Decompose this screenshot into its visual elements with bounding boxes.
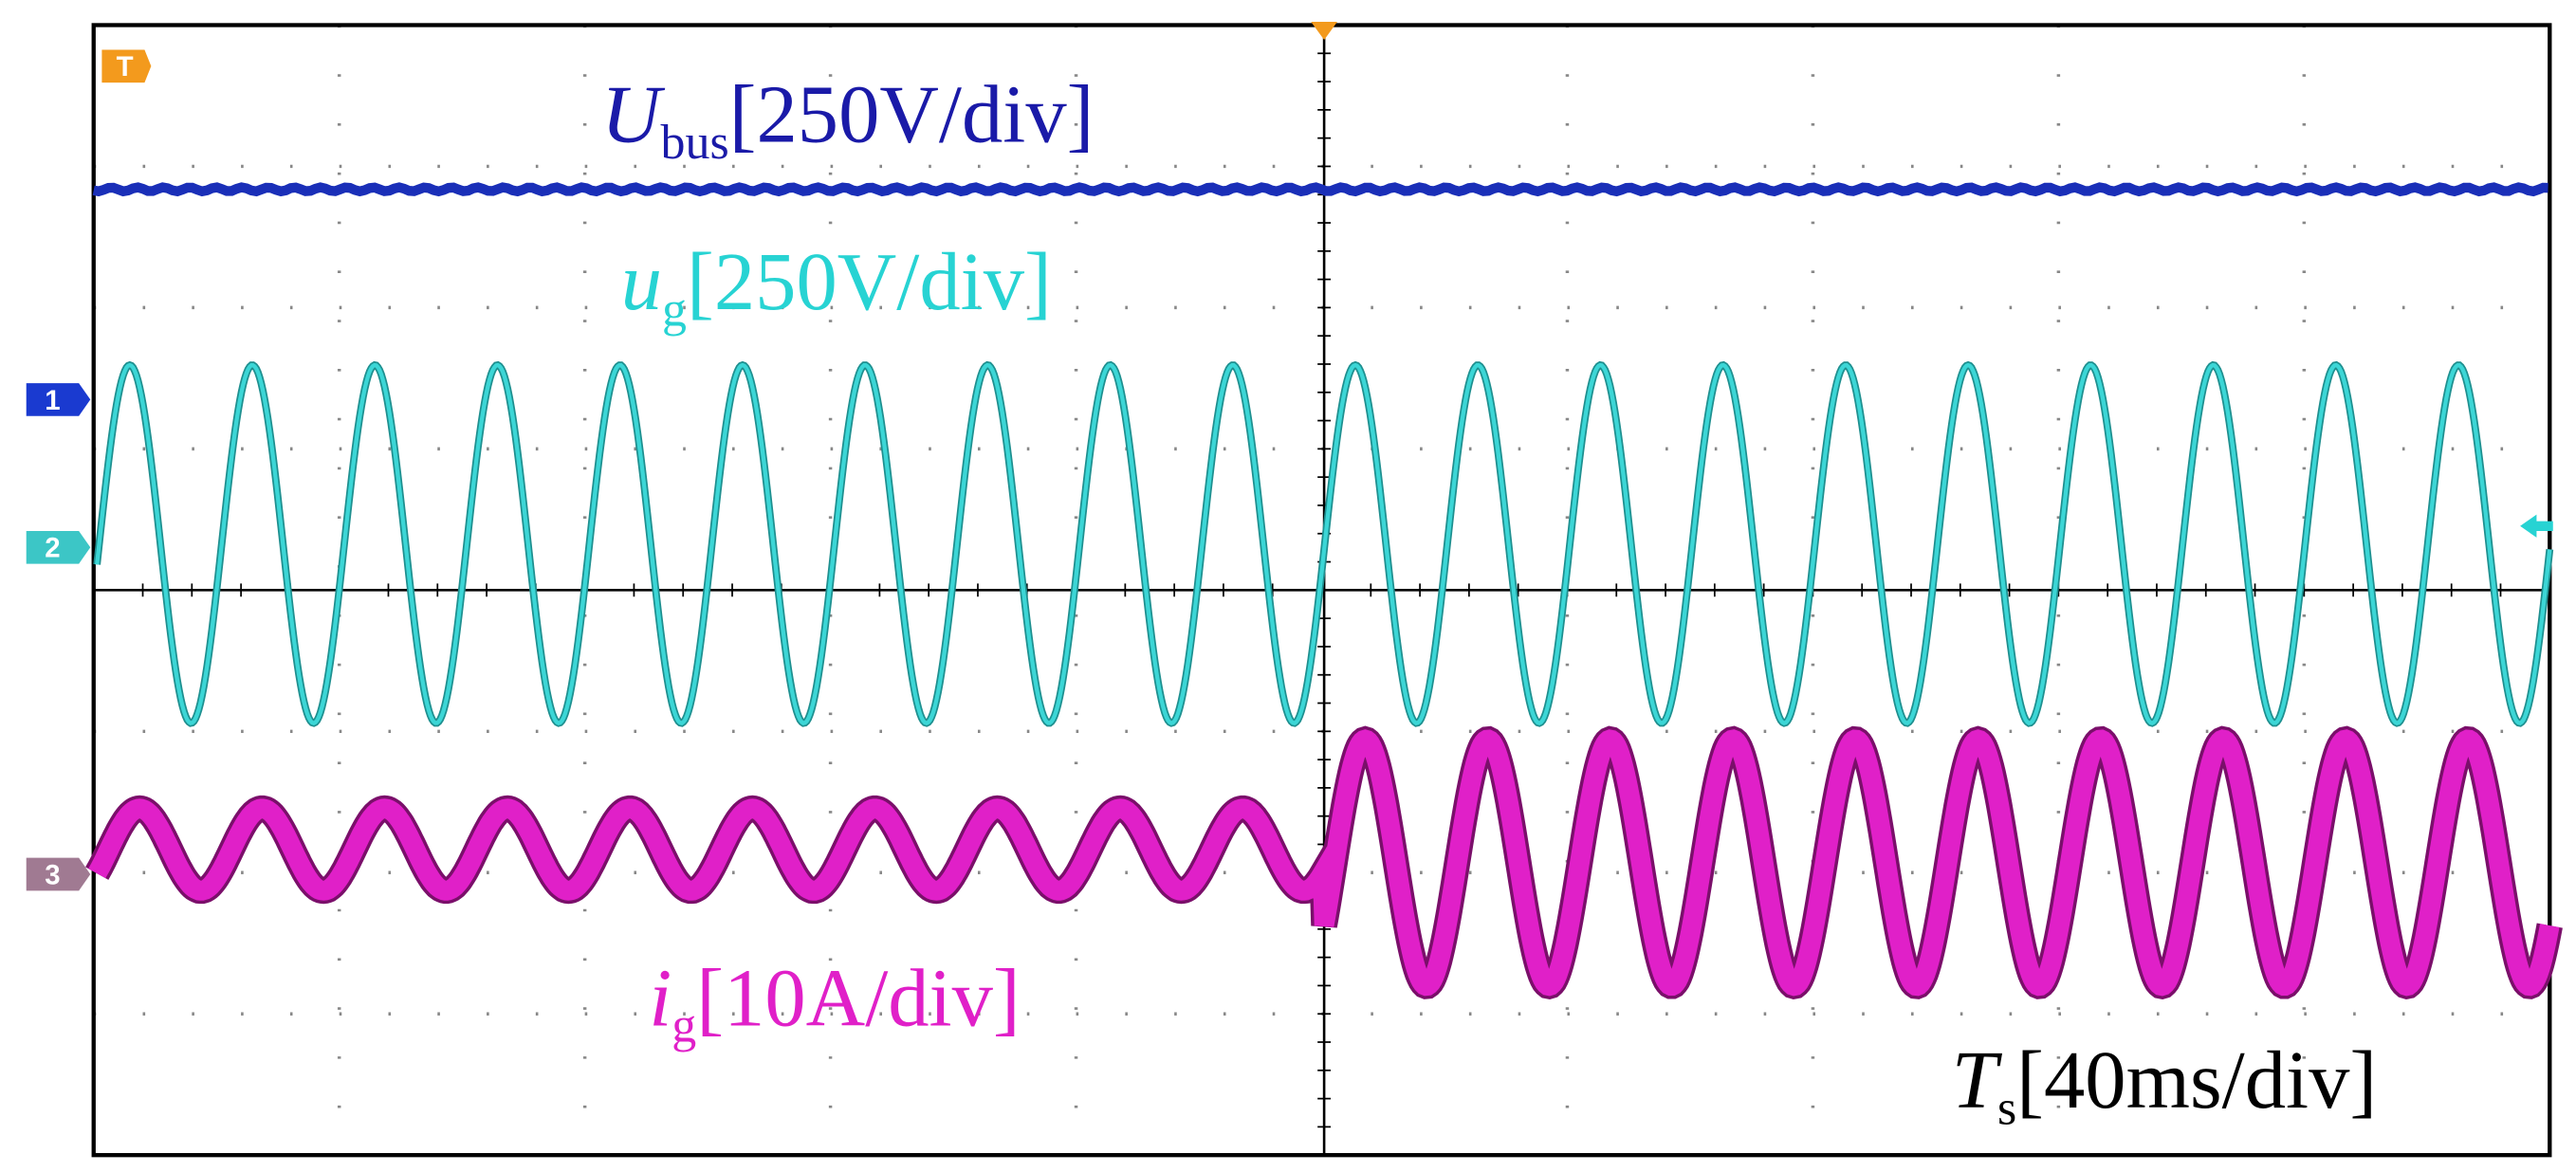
symbol: i xyxy=(649,952,672,1043)
ref-arrow xyxy=(2520,514,2553,538)
symbol: U xyxy=(601,68,666,159)
symbol: u xyxy=(621,236,662,327)
waveforms xyxy=(85,182,2563,1000)
trigger-marker-text: T xyxy=(117,51,134,82)
u-bus-label: Ubus[250V/div] xyxy=(601,68,1095,169)
trigger-level-marker xyxy=(101,49,152,83)
symbol: T xyxy=(1952,1035,2003,1126)
i-g-label: ig[10A/div] xyxy=(649,952,1021,1053)
trigger-position xyxy=(1311,22,1337,41)
u-g-label: ug[250V/div] xyxy=(621,236,1052,337)
ch1-marker-text: 1 xyxy=(45,385,60,416)
t-s-label: Ts[40ms/div] xyxy=(1952,1035,2377,1135)
scale: [40ms/div] xyxy=(2016,1035,2377,1126)
u-bus-trace xyxy=(92,182,2548,197)
scale: [250V/div] xyxy=(729,68,1095,159)
subscript: g xyxy=(662,283,687,337)
i-g-trace xyxy=(88,729,2560,997)
ch3-marker-text: 3 xyxy=(45,859,60,890)
ch2-marker-text: 2 xyxy=(45,533,60,564)
ch2-marker xyxy=(26,530,91,564)
subscript: bus xyxy=(661,116,729,170)
ch1-marker xyxy=(26,383,91,416)
u-g-trace-highlight xyxy=(95,362,2552,725)
subscript: g xyxy=(672,999,696,1053)
scale: [250V/div] xyxy=(687,236,1052,327)
scale: [10A/div] xyxy=(696,952,1021,1043)
subscript: s xyxy=(1997,1081,2016,1135)
ch3-marker xyxy=(26,857,91,891)
